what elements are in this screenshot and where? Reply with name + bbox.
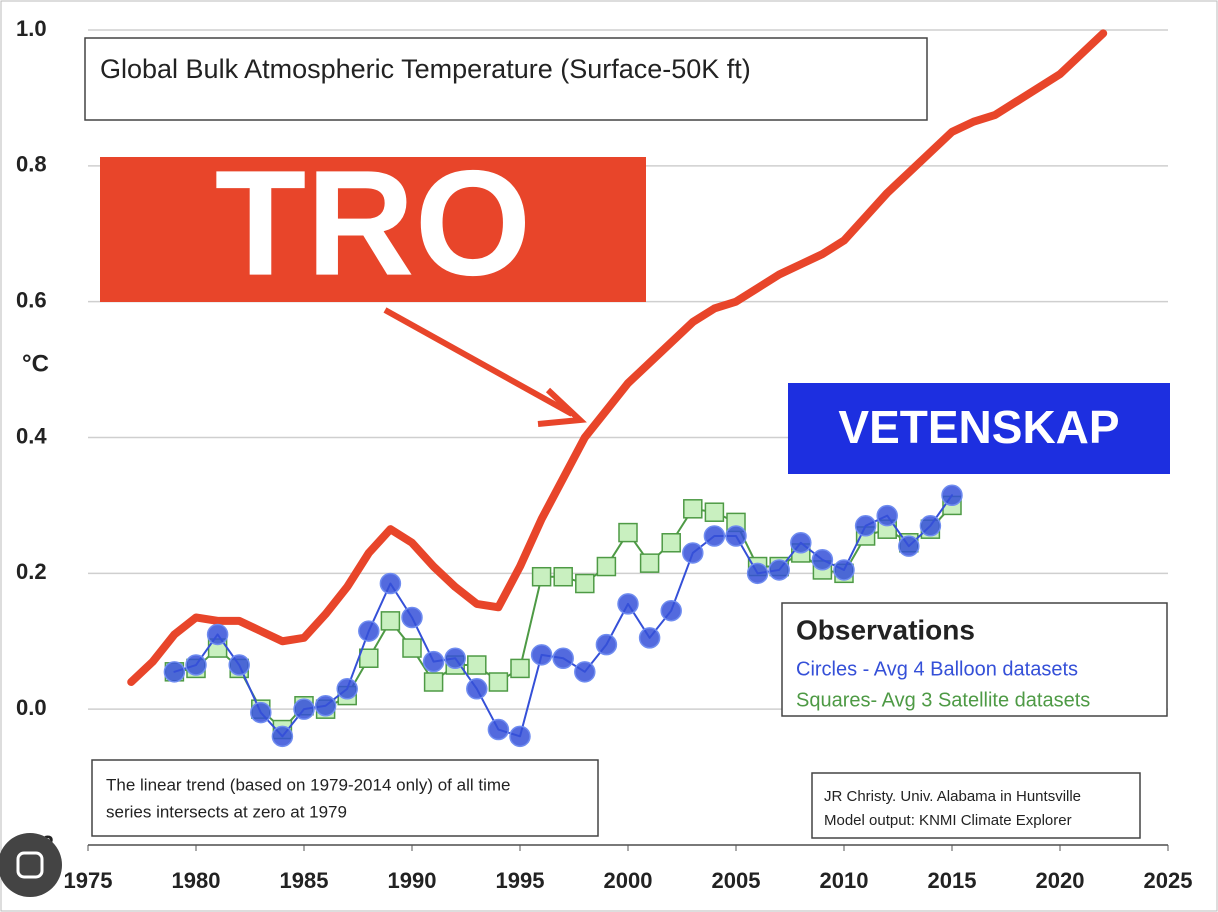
circle-marker bbox=[617, 593, 639, 615]
square-marker bbox=[639, 553, 660, 573]
circle-marker bbox=[595, 633, 618, 656]
square-marker bbox=[575, 573, 595, 594]
circle-marker bbox=[898, 535, 920, 557]
x-tick-label: 1990 bbox=[388, 868, 437, 893]
x-tick-label: 2020 bbox=[1036, 868, 1085, 893]
credit-line: JR Christy. Univ. Alabama in Huntsville bbox=[824, 788, 1081, 805]
lens-icon-glyph bbox=[16, 851, 44, 879]
circle-marker bbox=[185, 654, 207, 676]
circle-marker bbox=[530, 644, 553, 666]
circle-marker bbox=[833, 559, 855, 581]
circle-marker bbox=[919, 515, 942, 537]
y-tick-label: 0.0 bbox=[16, 695, 47, 720]
circle-marker bbox=[811, 549, 834, 571]
circle-marker bbox=[703, 525, 726, 547]
square-marker bbox=[467, 655, 487, 675]
chart-title: Global Bulk Atmospheric Temperature (Sur… bbox=[100, 54, 751, 84]
circle-marker bbox=[206, 623, 229, 646]
square-marker bbox=[359, 648, 379, 668]
blue-banner-text: VETENSKAP bbox=[838, 401, 1119, 453]
circle-marker bbox=[444, 647, 466, 669]
x-tick-label: 2000 bbox=[604, 868, 653, 893]
circle-marker bbox=[768, 559, 790, 581]
square-marker bbox=[510, 658, 530, 679]
x-tick-label: 2010 bbox=[820, 868, 869, 893]
circle-marker bbox=[293, 698, 315, 720]
note-line: series intersects at zero at 1979 bbox=[106, 802, 347, 821]
model-line bbox=[127, 29, 1108, 686]
y-tick-label: 0.4 bbox=[16, 423, 47, 448]
square-marker bbox=[423, 672, 444, 692]
credit-line: Model output: KNMI Climate Explorer bbox=[824, 812, 1072, 829]
square-marker bbox=[553, 566, 573, 587]
x-tick-label: 1975 bbox=[64, 868, 113, 893]
x-tick-label: 2025 bbox=[1144, 868, 1193, 893]
circle-marker bbox=[552, 647, 574, 669]
square-marker bbox=[402, 638, 422, 658]
lens-icon[interactable] bbox=[0, 833, 62, 897]
circle-marker bbox=[746, 562, 769, 585]
title-box bbox=[84, 37, 928, 121]
circle-marker bbox=[638, 627, 661, 649]
square-marker bbox=[661, 533, 681, 553]
square-marker bbox=[488, 672, 509, 692]
red-banner-text: TRO bbox=[215, 139, 532, 307]
circle-marker bbox=[487, 718, 510, 741]
circle-marker bbox=[725, 525, 747, 547]
circle-marker bbox=[271, 725, 294, 748]
square-marker bbox=[531, 566, 552, 587]
circle-marker bbox=[854, 515, 877, 537]
y-tick-label: 0.2 bbox=[16, 559, 47, 584]
x-tick-label: 2015 bbox=[928, 868, 977, 893]
circle-marker bbox=[379, 572, 402, 595]
circle-marker bbox=[336, 678, 358, 700]
circle-marker bbox=[422, 650, 445, 673]
square-marker bbox=[596, 556, 617, 577]
circle-marker bbox=[466, 678, 488, 700]
blue-banner bbox=[788, 383, 1170, 474]
y-axis-label: °C bbox=[22, 350, 49, 377]
square-marker bbox=[618, 522, 638, 543]
square-marker bbox=[704, 502, 725, 522]
circle-marker bbox=[574, 661, 596, 683]
legend-entry: Circles - Avg 4 Balloon datasets bbox=[796, 658, 1078, 680]
circle-marker bbox=[163, 661, 186, 683]
arrow-head bbox=[537, 387, 587, 427]
square-marker bbox=[380, 611, 401, 631]
red-banner bbox=[100, 157, 646, 302]
circle-marker bbox=[660, 599, 682, 622]
circle-marker bbox=[876, 504, 898, 527]
circle-marker bbox=[401, 606, 423, 629]
circle-marker bbox=[790, 532, 812, 554]
circle-marker bbox=[509, 725, 531, 748]
legend-title: Observations bbox=[796, 614, 975, 645]
circle-marker bbox=[682, 542, 704, 564]
y-tick-label: 1.0 bbox=[16, 16, 47, 41]
note-line: The linear trend (based on 1979-2014 onl… bbox=[106, 775, 510, 794]
y-tick-label: 0.6 bbox=[16, 287, 47, 312]
credit-box bbox=[811, 772, 1141, 839]
circle-marker bbox=[314, 695, 337, 717]
circle-marker bbox=[941, 484, 963, 506]
circle-marker bbox=[228, 654, 250, 676]
note-box bbox=[91, 759, 599, 837]
legend-box bbox=[781, 602, 1168, 717]
x-tick-label: 1985 bbox=[280, 868, 329, 893]
x-tick-label: 1980 bbox=[172, 868, 221, 893]
x-tick-label: 2005 bbox=[712, 868, 761, 893]
y-tick-label: 0.8 bbox=[16, 152, 47, 177]
x-tick-label: 1995 bbox=[496, 868, 545, 893]
square-marker bbox=[683, 499, 703, 519]
legend-entry: Squares- Avg 3 Satellite datasets bbox=[796, 689, 1090, 711]
arrow-shaft bbox=[383, 307, 574, 417]
circle-marker bbox=[250, 701, 272, 724]
circle-marker bbox=[358, 620, 380, 642]
